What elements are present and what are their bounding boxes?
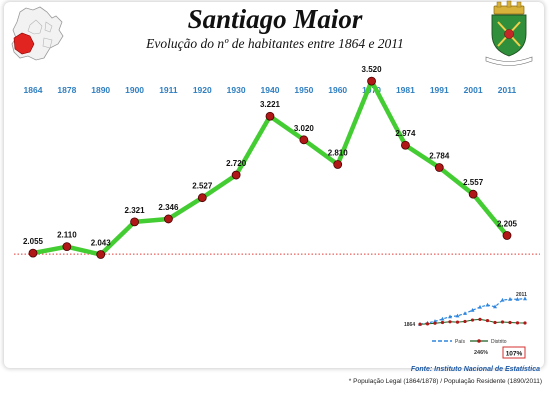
data-point-1930 <box>231 170 241 180</box>
data-label-1970: 3.520 <box>362 65 383 74</box>
year-label-1970: 1970 <box>362 85 381 95</box>
year-label-2011: 2011 <box>498 85 517 95</box>
inset-pais-point <box>433 319 437 323</box>
crest-icon <box>485 0 533 66</box>
data-point-1970 <box>367 76 376 86</box>
data-point-1981 <box>401 140 410 150</box>
data-point-1890 <box>96 250 106 259</box>
data-label-1991: 2.784 <box>429 152 450 161</box>
inset-pais-point <box>455 313 460 318</box>
inset-distrito-point <box>455 320 460 324</box>
chart-frame <box>4 2 544 368</box>
inset-distrito-markers <box>418 317 527 326</box>
data-point-1900 <box>130 217 139 227</box>
data-point-1911 <box>164 214 173 224</box>
year-label-1890: 1890 <box>91 85 110 95</box>
inset-pais-point <box>470 308 475 312</box>
inset-distrito-point <box>523 321 527 325</box>
data-label-2011: 2.205 <box>497 220 518 229</box>
data-label-1920: 2.527 <box>192 182 213 191</box>
inset-end-label: 2011 <box>516 292 527 298</box>
data-point-1991 <box>434 163 444 172</box>
inset-start-label: 1864 <box>404 322 415 328</box>
legend-distrito-label: Distrito <box>491 339 507 345</box>
chart-title: Santiago Maior <box>187 4 363 34</box>
inset-distrito-point <box>470 318 475 322</box>
data-label-1911: 2.346 <box>158 203 179 212</box>
inset-distrito-point <box>508 320 512 325</box>
map-icon <box>11 6 64 61</box>
year-label-1920: 1920 <box>193 85 212 95</box>
data-point-2011 <box>502 231 512 240</box>
inset-pais-point <box>523 296 527 301</box>
inset-pais-point <box>440 316 445 321</box>
year-label-1991: 1991 <box>430 85 449 95</box>
data-label-1950: 3.020 <box>294 124 315 133</box>
legend-pais-label: País <box>455 339 466 345</box>
data-point-1864 <box>28 248 38 258</box>
data-label-1864: 2.055 <box>23 237 44 246</box>
inset-distrito-point <box>463 319 467 324</box>
year-label-1911: 1911 <box>159 85 178 95</box>
year-label-1930: 1930 <box>227 85 246 95</box>
data-markers <box>28 76 512 259</box>
year-label-1940: 1940 <box>261 85 280 95</box>
inset-distrito-point <box>493 320 497 325</box>
inset-distrito-point <box>433 321 437 325</box>
data-point-1950 <box>299 135 309 145</box>
inset-chart: 1864 2011 País Distrito 246% 107% <box>404 292 527 359</box>
data-point-1878 <box>62 242 72 252</box>
data-label-1960: 2.810 <box>328 148 349 157</box>
inset-pais-point <box>485 302 490 307</box>
data-label-1981: 2.974 <box>395 129 416 138</box>
year-label-1981: 1981 <box>396 85 415 95</box>
inset-distrito-point <box>448 320 452 324</box>
data-point-1960 <box>333 160 343 169</box>
data-label-1930: 2.720 <box>226 159 247 168</box>
data-point-1920 <box>197 193 207 203</box>
data-label-1900: 2.321 <box>125 206 146 215</box>
data-point-1940 <box>265 111 275 121</box>
year-label-1900: 1900 <box>125 85 144 95</box>
data-label-1940: 3.221 <box>260 100 281 109</box>
inset-pais-value: 246% <box>474 350 488 356</box>
data-label-1878: 2.110 <box>57 231 77 240</box>
legend-distrito-marker <box>477 339 481 343</box>
source-note: Fonte: Instituto Nacional de Estatística <box>410 366 540 373</box>
data-point-2001 <box>468 189 478 199</box>
inset-pais-point <box>478 304 482 309</box>
inset-distrito-point <box>478 317 482 321</box>
inset-legend: País Distrito <box>432 339 507 345</box>
data-value-labels: 2.055 2.110 2.043 2.321 2.346 2.527 2.720 3.221… <box>23 65 518 247</box>
data-label-2001: 2.557 <box>463 178 484 187</box>
year-label-1878: 1878 <box>57 85 76 95</box>
year-label-1960: 1960 <box>328 85 347 95</box>
chart-subtitle: Evolução do nº de habitantes entre 1864 … <box>146 36 404 51</box>
inset-distrito-value: 107% <box>506 351 523 358</box>
inset-distrito-point <box>500 320 505 324</box>
category-axis-labels: 1864 1878 1890 1900 1911 1920 1930 1940 1950 1960… <box>24 85 517 95</box>
inset-pais-point <box>500 297 505 302</box>
inset-pais-point <box>463 311 467 315</box>
inset-pais-line <box>419 298 526 325</box>
footnote: * População Legal (1864/1878) / Populaçã… <box>348 378 542 385</box>
year-label-1950: 1950 <box>294 85 313 95</box>
data-label-1890: 2.043 <box>91 239 112 248</box>
inset-pais-point <box>515 297 520 301</box>
inset-distrito-point <box>485 318 490 323</box>
inset-pais-point <box>448 314 452 319</box>
year-label-1864: 1864 <box>24 85 43 95</box>
inset-distrito-point <box>425 322 430 326</box>
inset-distrito-value-box <box>502 346 526 359</box>
inset-distrito-point <box>418 322 422 326</box>
year-label-2001: 2001 <box>464 85 483 95</box>
inset-distrito-point <box>440 320 445 325</box>
inset-pais-point <box>493 304 497 309</box>
inset-distrito-point <box>515 321 520 325</box>
inset-pais-point <box>508 297 512 301</box>
